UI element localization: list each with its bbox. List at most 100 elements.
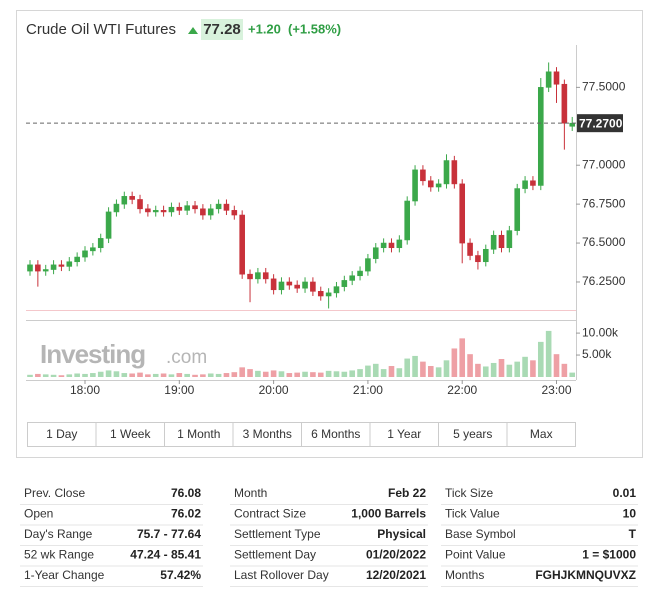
- volume-bar: [412, 355, 418, 377]
- stat-value: 1,000 Barrels: [351, 507, 426, 521]
- volume-bar: [333, 371, 340, 377]
- stat-label: Open: [24, 507, 53, 521]
- stat-label: Tick Size: [445, 486, 494, 500]
- volume-bar: [388, 366, 395, 377]
- range-button[interactable]: [95, 422, 165, 447]
- volume-bar: [467, 354, 473, 377]
- volume-bar: [90, 373, 96, 377]
- volume-bar: [184, 373, 190, 377]
- range-button-label[interactable]: 1 Year: [387, 427, 421, 441]
- candle-body: [160, 210, 167, 213]
- stat-value: 47.24 - 85.41: [130, 548, 201, 562]
- candle-body: [184, 205, 190, 211]
- volume-tick-label: 10.00k: [582, 325, 619, 339]
- candle-body: [223, 203, 230, 211]
- candle-body: [467, 242, 473, 256]
- candle-body: [427, 180, 434, 188]
- volume-bar: [247, 369, 253, 377]
- candle-body: [522, 180, 528, 189]
- y-tick-label: 76.5000: [582, 235, 626, 249]
- candle-body: [404, 200, 411, 241]
- candle-body: [176, 206, 183, 211]
- candle-body: [270, 278, 277, 291]
- candle-body: [506, 230, 513, 249]
- candle-body: [247, 273, 253, 280]
- stat-label: Settlement Day: [234, 548, 316, 562]
- range-button-label[interactable]: 1 Month: [177, 427, 220, 441]
- range-button[interactable]: [506, 422, 576, 447]
- candle-body: [42, 269, 49, 272]
- candle-body: [420, 169, 426, 182]
- candle-body: [475, 255, 481, 263]
- volume-bar: [294, 372, 300, 377]
- candle-body: [97, 238, 104, 249]
- range-button-label[interactable]: 3 Months: [243, 427, 292, 441]
- range-button-label[interactable]: 5 years: [453, 427, 492, 441]
- candle-body: [317, 291, 324, 297]
- stat-label: 1-Year Change: [24, 568, 105, 582]
- candle-body: [231, 210, 238, 216]
- candle-body: [302, 281, 308, 289]
- stat-value: Physical: [377, 527, 426, 541]
- candle-body: [325, 292, 332, 297]
- range-button-label[interactable]: 1 Day: [46, 427, 77, 441]
- range-button-label[interactable]: Max: [530, 427, 553, 441]
- last-price-box: [577, 114, 623, 133]
- candle-body: [192, 205, 198, 210]
- candle-body: [200, 208, 206, 216]
- range-button[interactable]: [438, 422, 508, 447]
- volume-bar: [270, 370, 277, 377]
- range-button[interactable]: [232, 422, 302, 447]
- volume-tick-label: 5.00k: [582, 347, 612, 361]
- range-button[interactable]: [27, 422, 97, 447]
- volume-bar: [404, 358, 410, 377]
- stat-value: T: [629, 527, 637, 541]
- range-button-label[interactable]: 1 Week: [110, 427, 151, 441]
- volume-bar: [357, 369, 363, 377]
- volume-bar: [530, 360, 536, 377]
- stat-value: 1 = $1000: [582, 548, 636, 562]
- candle-body: [66, 261, 73, 267]
- stat-value: 76.08: [171, 486, 201, 500]
- volume-bar: [42, 374, 49, 377]
- range-button-label[interactable]: 6 Months: [311, 427, 360, 441]
- volume-bar: [66, 374, 73, 377]
- stat-label: Point Value: [445, 548, 506, 562]
- x-tick-label: 18:00: [70, 383, 100, 397]
- volume-bar: [435, 367, 442, 377]
- volume-bar: [168, 374, 175, 377]
- chart-title: Crude Oil WTI Futures: [26, 21, 176, 38]
- last-price-label: 77.2700: [579, 116, 623, 130]
- volume-bar: [365, 365, 371, 377]
- volume-bar: [506, 364, 513, 377]
- candle-body: [380, 242, 387, 249]
- volume-bar: [569, 372, 576, 377]
- x-tick-label: 23:00: [541, 383, 571, 397]
- volume-bar: [451, 348, 458, 377]
- change-percent: (+1.58%): [288, 21, 341, 36]
- y-tick-label: 76.2500: [582, 274, 626, 288]
- stat-label: 52 wk Range: [24, 548, 94, 562]
- candle-body: [50, 264, 57, 270]
- candle-body: [35, 264, 41, 272]
- volume-bar: [152, 373, 159, 377]
- candle-body: [152, 210, 159, 213]
- x-tick-label: 19:00: [164, 383, 194, 397]
- stat-label: Base Symbol: [445, 527, 516, 541]
- candle-body: [207, 208, 214, 216]
- y-tick-label: 77.0000: [582, 157, 626, 171]
- volume-bar: [160, 373, 167, 377]
- candle-body: [545, 71, 552, 88]
- candle-body: [90, 247, 96, 252]
- range-button[interactable]: [164, 422, 234, 447]
- candle-body: [137, 199, 143, 210]
- x-tick-label: 22:00: [447, 383, 477, 397]
- volume-bar: [380, 369, 387, 377]
- stat-value: 0.01: [613, 486, 637, 500]
- volume-bar: [262, 371, 269, 377]
- volume-bar: [35, 373, 41, 377]
- stat-label: Last Rollover Day: [234, 568, 329, 582]
- volume-bar: [420, 361, 426, 377]
- stat-value: 01/20/2022: [366, 548, 426, 562]
